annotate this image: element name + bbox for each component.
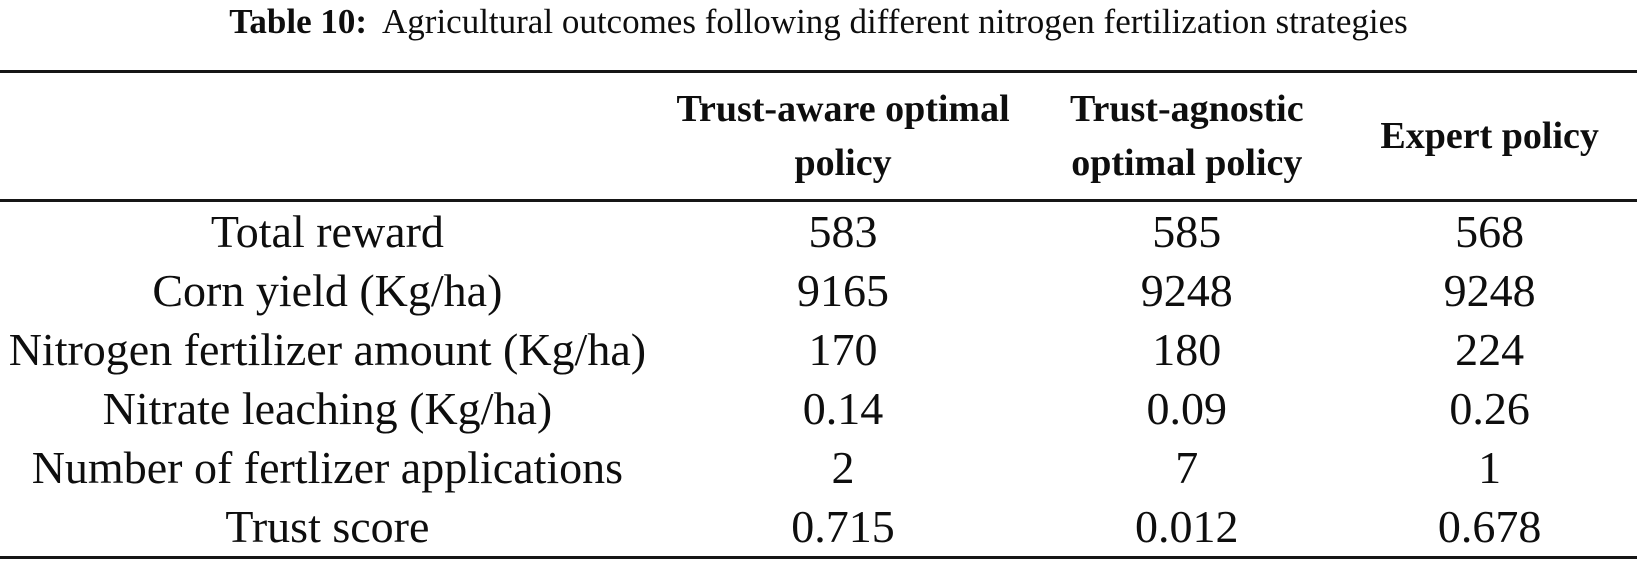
cell-value: 568 [1455, 205, 1525, 257]
cell-value: 583 [808, 205, 878, 257]
row-label: Nitrogen fertilizer amount (Kg/ha) [8, 323, 647, 375]
table-caption: Table 10: Agricultural outcomes followin… [0, 0, 1637, 70]
row-label: Nitrate leaching (Kg/ha) [102, 382, 553, 434]
row-label: Trust score [225, 500, 430, 552]
cell-value: 585 [1152, 205, 1222, 257]
cell-value: 0.14 [802, 382, 884, 434]
cell-value: 0.09 [1146, 382, 1228, 434]
column-header-trust-aware: Trust-aware optimal policy [654, 73, 1032, 202]
cell-value: 224 [1455, 323, 1525, 375]
cell-value: 0.26 [1449, 382, 1530, 434]
cell-value: 9248 [1140, 264, 1233, 316]
row-label: Corn yield (Kg/ha) [152, 264, 503, 316]
cell-value: 180 [1152, 323, 1222, 375]
cell-value: 0.012 [1135, 500, 1239, 552]
table-row: Number of fertlizer applications 2 7 1 [0, 438, 1637, 497]
cell-value: 1 [1478, 441, 1502, 493]
table-row: Nitrate leaching (Kg/ha) 0.14 0.09 0.26 [0, 379, 1637, 438]
table-row: Trust score 0.715 0.012 0.678 [0, 497, 1637, 558]
column-header-expert: Expert policy [1342, 73, 1637, 202]
table-caption-number: Table 10: [229, 2, 368, 41]
table-header-row: Trust-aware optimal policy Trust-agnosti… [0, 73, 1637, 202]
table-row: Nitrogen fertilizer amount (Kg/ha) 170 1… [0, 320, 1637, 379]
header-empty-cell [0, 73, 655, 202]
cell-value: 170 [808, 323, 878, 375]
table-caption-text: Agricultural outcomes following differen… [382, 2, 1408, 41]
cell-value: 2 [831, 441, 855, 493]
results-table: Trust-aware optimal policy Trust-agnosti… [0, 73, 1637, 559]
column-header-trust-agnostic: Trust-agnostic optimal policy [1031, 73, 1343, 202]
cell-value: 0.715 [791, 500, 895, 552]
row-label: Total reward [210, 205, 444, 257]
row-label: Number of fertlizer applications [31, 441, 624, 493]
cell-value: 0.678 [1437, 500, 1542, 552]
cell-value: 7 [1175, 441, 1199, 493]
table-row: Corn yield (Kg/ha) 9165 9248 9248 [0, 261, 1637, 320]
table-row: Total reward 583 585 568 [0, 200, 1637, 261]
cell-value: 9165 [797, 264, 890, 316]
cell-value: 9248 [1443, 264, 1536, 316]
table-top-rule [0, 70, 1637, 73]
